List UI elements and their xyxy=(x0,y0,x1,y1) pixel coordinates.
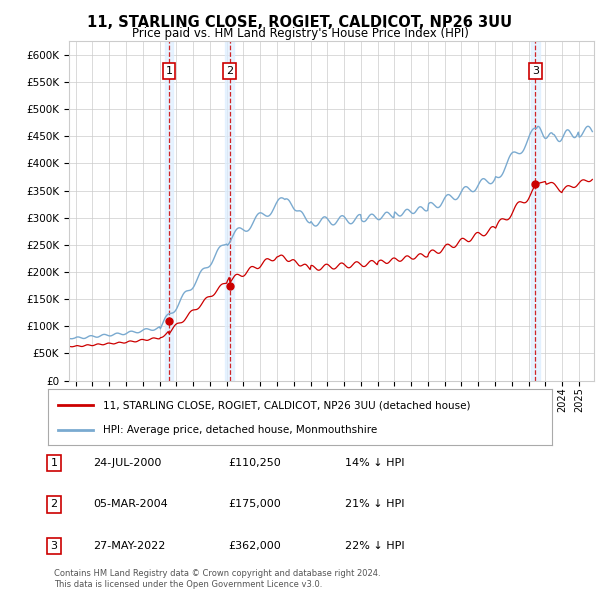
Text: £362,000: £362,000 xyxy=(228,541,281,550)
Text: £175,000: £175,000 xyxy=(228,500,281,509)
Text: 1: 1 xyxy=(50,458,58,468)
Bar xyxy=(531,41,539,381)
Text: 2: 2 xyxy=(50,500,58,509)
Text: 3: 3 xyxy=(50,541,58,550)
Bar xyxy=(165,41,173,381)
Text: 3: 3 xyxy=(532,66,539,76)
Text: Price paid vs. HM Land Registry's House Price Index (HPI): Price paid vs. HM Land Registry's House … xyxy=(131,27,469,40)
Bar xyxy=(226,41,234,381)
Text: 11, STARLING CLOSE, ROGIET, CALDICOT, NP26 3UU (detached house): 11, STARLING CLOSE, ROGIET, CALDICOT, NP… xyxy=(103,400,471,410)
Text: 2: 2 xyxy=(226,66,233,76)
Text: This data is licensed under the Open Government Licence v3.0.: This data is licensed under the Open Gov… xyxy=(54,579,322,589)
Text: 21% ↓ HPI: 21% ↓ HPI xyxy=(345,500,404,509)
Text: 05-MAR-2004: 05-MAR-2004 xyxy=(93,500,168,509)
Text: 27-MAY-2022: 27-MAY-2022 xyxy=(93,541,166,550)
Text: Contains HM Land Registry data © Crown copyright and database right 2024.: Contains HM Land Registry data © Crown c… xyxy=(54,569,380,578)
Text: 22% ↓ HPI: 22% ↓ HPI xyxy=(345,541,404,550)
Text: 24-JUL-2000: 24-JUL-2000 xyxy=(93,458,161,468)
Text: 11, STARLING CLOSE, ROGIET, CALDICOT, NP26 3UU: 11, STARLING CLOSE, ROGIET, CALDICOT, NP… xyxy=(88,15,512,30)
Text: £110,250: £110,250 xyxy=(228,458,281,468)
Text: 1: 1 xyxy=(166,66,172,76)
Text: 14% ↓ HPI: 14% ↓ HPI xyxy=(345,458,404,468)
Text: HPI: Average price, detached house, Monmouthshire: HPI: Average price, detached house, Monm… xyxy=(103,425,377,435)
